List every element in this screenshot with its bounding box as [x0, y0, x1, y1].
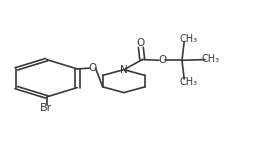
- Text: N: N: [120, 65, 128, 75]
- Text: Br: Br: [40, 103, 52, 113]
- Text: O: O: [137, 38, 145, 48]
- Text: CH₃: CH₃: [180, 77, 198, 87]
- Text: CH₃: CH₃: [180, 34, 198, 44]
- Text: O: O: [158, 55, 167, 65]
- Text: O: O: [89, 63, 97, 73]
- Text: CH₃: CH₃: [202, 54, 220, 64]
